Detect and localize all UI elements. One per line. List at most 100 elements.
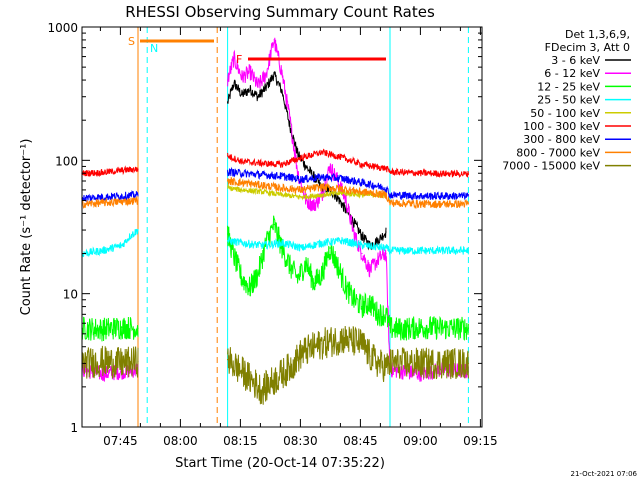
series-8-point-6 — [261, 389, 263, 391]
series-0-point-9 — [297, 154, 299, 156]
series-6-point-10 — [341, 177, 343, 180]
series-3-point-2 — [121, 244, 123, 247]
series-2-point-16 — [321, 273, 323, 275]
timestamp-footer: 21-Oct-2021 07:06 — [571, 470, 638, 478]
series-4-point-3 — [281, 194, 283, 196]
series-2-point-14 — [305, 262, 307, 264]
series-0-point-20 — [385, 231, 387, 233]
series-line-5-seg-0 — [81, 165, 139, 178]
series-6-point-9 — [321, 176, 323, 178]
series-6-point-14 — [421, 195, 423, 197]
series-7-point-5 — [241, 182, 243, 184]
series-5-point-7 — [281, 163, 283, 166]
series-6-point-11 — [361, 182, 363, 184]
x-tick-label: 09:00 — [403, 434, 438, 448]
series-1-point-15 — [313, 204, 315, 206]
series-3-point-5 — [227, 240, 229, 242]
series-0-point-7 — [281, 90, 283, 92]
series-1-point-5 — [233, 57, 235, 60]
series-3-point-13 — [385, 247, 387, 249]
series-2-point-15 — [313, 282, 315, 284]
series-line-4-seg-0 — [227, 183, 387, 201]
series-1-point-23 — [377, 259, 379, 261]
series-1-point-13 — [297, 172, 299, 174]
series-2-point-12 — [289, 265, 291, 268]
series-2-point-18 — [337, 265, 339, 268]
series-2-point-11 — [281, 247, 283, 249]
series-5-point-15 — [467, 173, 469, 175]
series-1-point-8 — [257, 85, 259, 87]
legend-label-7: 800 - 7000 keV — [516, 146, 600, 159]
series-1-point-12 — [289, 119, 291, 121]
series-0-point-8 — [289, 125, 291, 127]
series-6-point-2 — [121, 195, 123, 197]
legend-label-6: 300 - 800 keV — [523, 133, 600, 146]
y-tick-label: 100 — [55, 154, 78, 168]
x-tick-label: 08:45 — [343, 434, 378, 448]
series-2-point-10 — [273, 223, 275, 226]
series-2-point-21 — [361, 305, 363, 308]
y-tick-label: 1000 — [47, 21, 78, 35]
series-3-point-12 — [361, 244, 363, 247]
series-7-point-9 — [321, 186, 323, 188]
series-2-point-26 — [401, 328, 403, 330]
series-1-point-4 — [227, 79, 229, 81]
series-6-point-4 — [227, 171, 229, 173]
series-line-0-seg-0 — [227, 70, 387, 251]
legend-header-0: Det 1,3,6,9, — [565, 28, 630, 41]
flag-label-N: N — [150, 42, 158, 55]
series-4-point-4 — [301, 196, 303, 198]
series-line-5-seg-1 — [227, 148, 469, 178]
series-8-point-17 — [421, 362, 423, 364]
series-2-point-2 — [121, 326, 123, 328]
series-2-point-24 — [385, 313, 387, 315]
series-0-point-5 — [265, 87, 267, 89]
series-line-2-seg-1 — [227, 215, 469, 341]
series-0-point-3 — [249, 88, 251, 91]
y-tick-label: 10 — [63, 288, 78, 302]
series-1-point-24 — [385, 252, 387, 255]
series-6-point-3 — [137, 194, 139, 196]
chart-title: RHESSI Observing Summary Count Rates — [125, 3, 435, 21]
series-5-point-12 — [385, 167, 387, 169]
series-2-point-27 — [421, 326, 423, 328]
series-1-point-26 — [401, 371, 403, 373]
series-7-point-12 — [385, 194, 387, 196]
series-1-point-21 — [361, 252, 363, 255]
series-6-point-12 — [385, 187, 387, 189]
series-0-point-17 — [361, 235, 363, 237]
series-2-point-6 — [241, 277, 243, 280]
series-3-point-14 — [389, 250, 391, 252]
series-2-point-8 — [257, 273, 259, 275]
series-8-point-10 — [321, 343, 323, 345]
legend-label-5: 100 - 300 keV — [523, 120, 600, 133]
series-2-point-23 — [377, 313, 379, 315]
series-3-point-9 — [301, 247, 303, 249]
series-0-point-11 — [313, 176, 315, 178]
series-line-3-seg-0 — [81, 228, 139, 258]
series-2-point-29 — [467, 327, 469, 329]
series-5-point-2 — [121, 169, 123, 172]
series-5-point-6 — [261, 162, 263, 164]
series-0-point-1 — [233, 82, 235, 84]
series-6-point-7 — [281, 175, 283, 177]
legend-label-8: 7000 - 15000 keV — [502, 160, 600, 173]
series-7-point-3 — [137, 199, 139, 202]
series-1-point-22 — [369, 269, 371, 271]
series-3-point-4 — [137, 229, 139, 231]
series-8-point-4 — [227, 359, 229, 361]
series-3-point-11 — [341, 240, 343, 242]
series-7-point-1 — [101, 202, 103, 204]
series-7-point-14 — [421, 203, 423, 205]
series-2-point-1 — [101, 328, 103, 330]
series-2-point-19 — [345, 287, 347, 289]
series-8-point-18 — [467, 362, 469, 364]
series-2-point-25 — [389, 327, 391, 329]
series-3-point-10 — [321, 242, 323, 244]
series-8-point-12 — [361, 343, 363, 345]
series-line-2-seg-0 — [81, 316, 139, 342]
series-8-point-15 — [385, 366, 387, 368]
series-5-point-11 — [361, 163, 363, 166]
series-2-point-28 — [441, 327, 443, 329]
